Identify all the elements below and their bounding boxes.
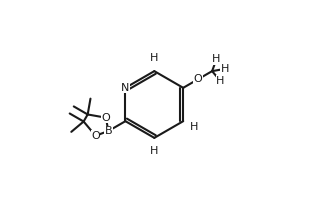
Text: B: B (105, 126, 112, 136)
Text: H: H (150, 52, 159, 62)
Text: O: O (91, 131, 100, 141)
Text: N: N (121, 83, 130, 93)
Text: H: H (150, 147, 159, 157)
Text: H: H (221, 64, 229, 74)
Text: H: H (190, 122, 198, 132)
Text: O: O (101, 113, 110, 123)
Text: O: O (194, 74, 203, 84)
Text: H: H (216, 76, 225, 86)
Text: H: H (212, 54, 221, 64)
